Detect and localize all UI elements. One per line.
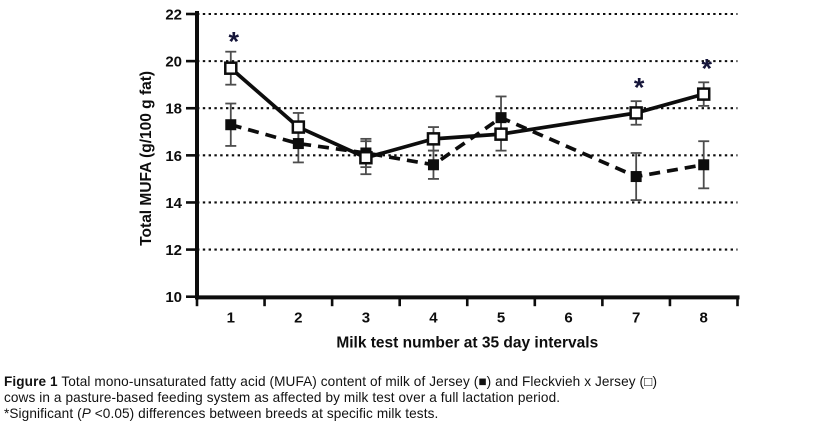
marker-open-square: [494, 127, 508, 141]
y-tick-label: 22: [165, 7, 182, 24]
marker-open-square: [359, 150, 373, 165]
x-tick-label: 6: [564, 310, 572, 327]
caption-line-1-text: Total mono-unsaturated fatty acid (MUFA)…: [57, 374, 658, 389]
caption-line-3-post: <0.05) differences between breeds at spe…: [90, 405, 439, 421]
marker-filled-square: [698, 159, 710, 171]
caption-line-3-pre: *Significant (: [4, 405, 82, 421]
caption-line-3: *Significant (P <0.05) differences betwe…: [4, 406, 810, 422]
x-axis-title: Milk test number at 35 day intervals: [336, 335, 598, 352]
marker-open-square: [291, 120, 306, 134]
caption-line-2: cows in a pasture-based feeding system a…: [4, 389, 561, 405]
y-tick-label: 14: [165, 195, 182, 212]
caption-p-symbol: P: [81, 405, 91, 421]
marker-filled-square: [427, 159, 439, 171]
x-tick-label: 4: [429, 310, 438, 327]
caption-line-1: Figure 1 Total mono-unsaturated fatty ac…: [4, 374, 810, 390]
marker-filled-square: [225, 119, 237, 131]
y-tick-label: 10: [165, 289, 182, 306]
marker-filled-square: [495, 112, 507, 124]
marker-filled-square: [630, 171, 642, 183]
figure-caption: Figure 1 Total mono-unsaturated fatty ac…: [4, 374, 810, 422]
marker-filled-square: [292, 138, 304, 150]
y-tick-label: 12: [165, 242, 182, 259]
x-tick-label: 5: [497, 310, 505, 327]
marker-open-square: [629, 106, 643, 120]
marker-open-square: [696, 87, 711, 101]
marker-open-square: [426, 132, 441, 146]
x-tick-label: 1: [227, 310, 235, 327]
x-tick-label: 3: [362, 310, 370, 327]
caption-figure-label: Figure 1: [4, 374, 58, 389]
marker-open-square: [224, 61, 238, 75]
x-tick-label: 8: [700, 310, 708, 327]
y-tick-label: 18: [165, 101, 182, 118]
significance-asterisk: *: [634, 72, 645, 102]
y-axis-title: Total MUFA (g/100 g fat): [138, 71, 155, 246]
significance-asterisk: *: [701, 53, 712, 83]
significance-asterisk: *: [229, 26, 240, 56]
y-tick-label: 16: [165, 148, 182, 165]
y-tick-label: 20: [165, 54, 182, 71]
x-tick-label: 7: [632, 310, 640, 327]
x-tick-label: 2: [294, 310, 302, 327]
